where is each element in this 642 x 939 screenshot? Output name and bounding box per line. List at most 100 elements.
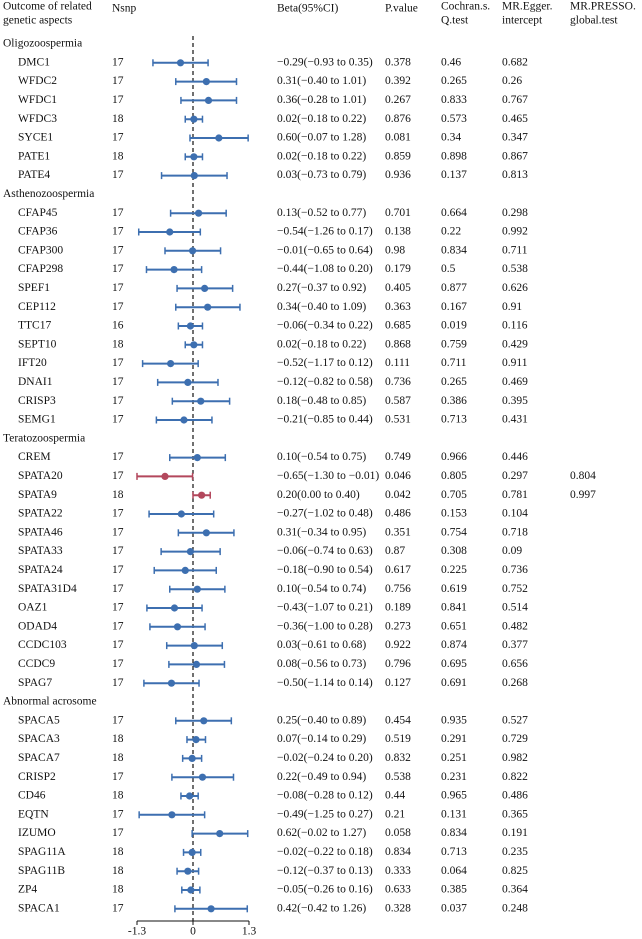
egger-intercept: 0.527 <box>502 714 528 726</box>
p-value: 0.531 <box>385 414 411 426</box>
p-value: 0.138 <box>385 226 411 238</box>
nsnp: 17 <box>112 357 124 369</box>
q-test: 0.619 <box>441 583 467 595</box>
outcome-label: IZUMO <box>18 827 56 839</box>
egger-intercept: 0.235 <box>502 846 528 858</box>
ci-label: −0.01(−0.65 to 0.64) <box>277 244 373 256</box>
p-value: 0.351 <box>385 526 411 538</box>
p-value: 0.796 <box>385 658 411 670</box>
outcome-label: SEPT10 <box>18 338 57 350</box>
p-value: 0.179 <box>385 263 411 275</box>
p-value: 0.081 <box>385 132 411 144</box>
q-test: 0.34 <box>441 132 461 144</box>
ci-label: −0.27(−1.02 to 0.48) <box>277 508 373 520</box>
egger-intercept: 0.656 <box>502 658 528 670</box>
egger-intercept: 0.813 <box>502 169 528 181</box>
beta-point <box>195 209 203 217</box>
column-header: MR.PRESSO. <box>570 1 636 13</box>
q-test: 0.834 <box>441 244 467 256</box>
presso-global: 0.997 <box>570 489 596 501</box>
nsnp: 17 <box>112 132 124 144</box>
p-value: 0.333 <box>385 865 411 877</box>
ci-label: 0.03(−0.61 to 0.68) <box>277 639 366 651</box>
nsnp: 17 <box>112 771 124 783</box>
p-value: 0.127 <box>385 677 411 689</box>
outcome-label: CFAP36 <box>18 226 58 238</box>
p-value: 0.328 <box>385 902 411 914</box>
q-test: 0.874 <box>441 639 467 651</box>
nsnp: 17 <box>112 226 124 238</box>
outcome-label: WFDC2 <box>18 75 57 87</box>
p-value: 0.685 <box>385 320 411 332</box>
egger-intercept: 0.469 <box>502 376 528 388</box>
outcome-label: SPACA3 <box>18 733 60 745</box>
ci-label: −0.21(−0.85 to 0.44) <box>277 414 373 426</box>
beta-point <box>207 905 215 913</box>
beta-point <box>184 378 192 386</box>
outcome-label: SPATA33 <box>18 545 63 557</box>
p-value: 0.363 <box>385 301 411 313</box>
outcome-label: CRISP2 <box>18 771 56 783</box>
outcome-label: SPEF1 <box>18 282 50 294</box>
outcome-label: CFAP300 <box>18 244 63 256</box>
outcome-label: SPAG7 <box>18 677 52 689</box>
q-test: 0.386 <box>441 395 467 407</box>
p-value: 0.936 <box>385 169 411 181</box>
q-test: 0.965 <box>441 790 467 802</box>
beta-point <box>188 848 196 857</box>
ci-label: −0.44(−1.08 to 0.20) <box>277 263 373 275</box>
beta-point <box>166 228 174 236</box>
nsnp: 17 <box>112 282 124 294</box>
outcome-label: SEMG1 <box>18 414 56 426</box>
nsnp: 18 <box>112 113 124 125</box>
outcome-label: SPAG11A <box>18 846 66 858</box>
q-test: 0.265 <box>441 75 467 87</box>
ci-label: −0.02(−0.22 to 0.18) <box>277 846 373 858</box>
outcome-label: IFT20 <box>18 357 47 369</box>
outcome-label: SPATA24 <box>18 564 63 576</box>
nsnp: 17 <box>112 658 124 670</box>
q-test: 0.265 <box>441 376 467 388</box>
outcome-label: ODAD4 <box>18 620 57 632</box>
outcome-label: CREM <box>18 451 51 463</box>
egger-intercept: 0.486 <box>502 790 528 802</box>
beta-point <box>188 247 197 255</box>
nsnp: 17 <box>112 207 124 219</box>
egger-intercept: 0.626 <box>502 282 528 294</box>
egger-intercept: 0.26 <box>502 75 522 87</box>
column-header: Cochran.s. <box>441 1 490 13</box>
ci-label: −0.36(−1.00 to 0.28) <box>277 620 373 632</box>
egger-intercept: 0.431 <box>502 414 528 426</box>
nsnp: 17 <box>112 169 124 181</box>
outcome-label: CCDC9 <box>18 658 55 670</box>
nsnp: 17 <box>112 94 124 106</box>
p-value: 0.392 <box>385 75 411 87</box>
beta-point <box>188 754 196 763</box>
q-test: 0.019 <box>441 320 467 332</box>
ci-label: −0.52(−1.17 to 0.12) <box>277 357 373 369</box>
column-header: Q.test <box>441 15 469 27</box>
ci-label: 0.62(−0.02 to 1.27) <box>277 827 366 839</box>
beta-point <box>204 96 213 104</box>
column-header: global.test <box>570 15 618 27</box>
beta-point <box>198 773 207 781</box>
beta-point <box>173 623 182 631</box>
nsnp: 17 <box>112 56 124 68</box>
column-header: Beta(95%CI) <box>277 3 338 15</box>
nsnp: 17 <box>112 376 124 388</box>
column-header: intercept <box>502 15 543 27</box>
egger-intercept: 0.514 <box>502 602 528 614</box>
beta-point <box>201 284 209 292</box>
beta-point <box>215 134 223 142</box>
ci-label: −0.05(−0.26 to 0.16) <box>277 884 373 896</box>
beta-point <box>187 886 195 894</box>
outcome-label: CCDC103 <box>18 639 67 651</box>
egger-intercept: 0.822 <box>502 771 528 783</box>
outcome-label: CD46 <box>18 790 46 802</box>
ci-label: 0.42(−0.42 to 1.26) <box>277 902 366 914</box>
ci-label: 0.22(−0.49 to 0.94) <box>277 771 366 783</box>
p-value: 0.267 <box>385 94 411 106</box>
p-value: 0.538 <box>385 771 411 783</box>
egger-intercept: 0.377 <box>502 639 528 651</box>
